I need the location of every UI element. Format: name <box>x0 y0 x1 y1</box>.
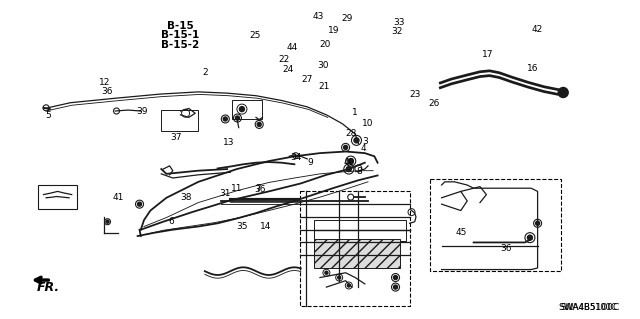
Text: SWA4B5100C: SWA4B5100C <box>561 303 617 312</box>
Text: 34: 34 <box>291 153 302 162</box>
Text: SWA4B5100C: SWA4B5100C <box>558 303 620 312</box>
Circle shape <box>354 138 359 143</box>
Text: 4: 4 <box>360 144 365 153</box>
Text: 37: 37 <box>170 133 182 142</box>
Text: FR.: FR. <box>36 281 60 293</box>
Text: 44: 44 <box>286 43 298 52</box>
Text: B-15-1: B-15-1 <box>161 30 200 40</box>
Text: 23: 23 <box>409 90 420 99</box>
Text: 39: 39 <box>136 107 148 115</box>
Text: 25: 25 <box>249 31 260 40</box>
Text: 12: 12 <box>99 78 110 87</box>
Circle shape <box>348 284 350 287</box>
Circle shape <box>223 117 227 121</box>
Text: 6: 6 <box>168 217 173 226</box>
Text: 21: 21 <box>319 82 330 91</box>
Text: 45: 45 <box>455 228 467 237</box>
Text: 38: 38 <box>180 193 191 202</box>
Text: 29: 29 <box>341 14 353 23</box>
Text: 8: 8 <box>357 167 362 176</box>
Text: 32: 32 <box>391 27 403 36</box>
Circle shape <box>346 167 351 172</box>
Text: 5: 5 <box>45 111 51 120</box>
FancyBboxPatch shape <box>314 239 400 268</box>
Text: 28: 28 <box>345 130 356 138</box>
Circle shape <box>394 276 397 279</box>
Circle shape <box>138 202 141 206</box>
Text: 11: 11 <box>231 184 243 193</box>
Circle shape <box>257 122 261 126</box>
Text: 31: 31 <box>220 189 231 198</box>
Text: 36: 36 <box>102 87 113 96</box>
Circle shape <box>239 107 244 112</box>
Text: 26: 26 <box>428 99 440 108</box>
Circle shape <box>536 221 540 225</box>
Circle shape <box>348 159 353 164</box>
Text: 40: 40 <box>343 158 355 167</box>
Text: 14: 14 <box>260 222 271 231</box>
Text: B-15: B-15 <box>167 20 194 31</box>
Text: 41: 41 <box>113 193 124 202</box>
Text: 1: 1 <box>352 108 357 117</box>
Text: 17: 17 <box>482 50 493 59</box>
Text: 3: 3 <box>362 137 367 146</box>
Circle shape <box>236 116 239 120</box>
Circle shape <box>527 235 532 240</box>
Text: 24: 24 <box>282 65 294 74</box>
Text: 42: 42 <box>532 25 543 34</box>
Text: 20: 20 <box>319 40 331 49</box>
Text: 13: 13 <box>223 138 235 147</box>
FancyArrowPatch shape <box>35 277 49 283</box>
Circle shape <box>394 285 397 289</box>
Text: 2: 2 <box>202 68 207 77</box>
Text: 30: 30 <box>317 61 329 70</box>
Circle shape <box>558 87 568 98</box>
Circle shape <box>325 271 328 274</box>
Text: 16: 16 <box>527 64 538 73</box>
Text: 35: 35 <box>236 222 248 231</box>
Text: 19: 19 <box>328 26 340 35</box>
Text: 33: 33 <box>393 19 404 27</box>
Circle shape <box>106 220 109 223</box>
Text: 36: 36 <box>500 244 511 253</box>
Circle shape <box>344 145 348 149</box>
Text: B-15-2: B-15-2 <box>161 40 200 50</box>
Text: 43: 43 <box>312 12 324 21</box>
Text: 22: 22 <box>278 56 289 64</box>
Text: 7: 7 <box>255 184 260 193</box>
Text: 9: 9 <box>308 158 313 167</box>
Text: 10: 10 <box>362 119 373 128</box>
Circle shape <box>338 276 340 279</box>
Text: 36: 36 <box>255 185 266 194</box>
Text: 27: 27 <box>301 75 313 84</box>
